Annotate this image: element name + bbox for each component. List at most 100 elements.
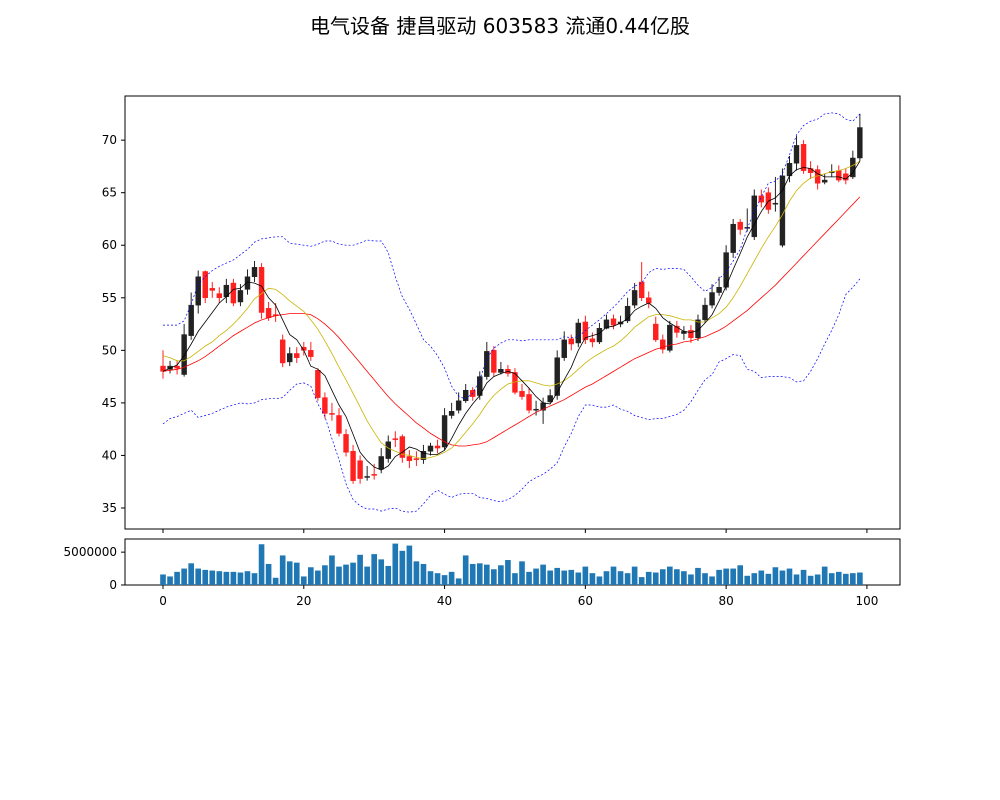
volume-bar [167, 576, 173, 585]
candle-body [371, 474, 377, 476]
candle-body [343, 434, 349, 453]
candle-body [836, 170, 842, 181]
candle-body [547, 395, 553, 403]
volume-bar [420, 563, 427, 585]
volume-x-tick-label: 100 [855, 594, 878, 608]
ma-short-line [162, 160, 861, 471]
volume-bar [371, 554, 377, 585]
volume-x-tick-label: 60 [578, 594, 593, 608]
volume-x-tick-label: 40 [437, 594, 452, 608]
candle-body [265, 308, 272, 319]
volume-bar [300, 576, 307, 585]
price-y-tick-label: 55 [102, 291, 117, 305]
volume-bar [596, 576, 603, 585]
candle-body [674, 325, 680, 333]
volume-bar [392, 543, 399, 585]
price-y-tick-label: 50 [102, 343, 117, 357]
volume-x-axis: 0 20 40 60 80 100 [159, 585, 878, 608]
volume-bar [807, 575, 814, 585]
candle-body [336, 415, 342, 434]
candle-body [174, 365, 180, 369]
candle-body [392, 438, 399, 440]
price-y-tick-label: 45 [102, 396, 117, 410]
candle-body [244, 276, 251, 290]
volume-bar [399, 550, 406, 585]
volume-bar [709, 576, 715, 585]
volume-bar [702, 573, 708, 585]
candle-body [462, 390, 469, 402]
volume-bar [336, 566, 342, 585]
volume-bar [589, 573, 596, 585]
price-y-axis: 35 40 45 50 55 60 65 70 [102, 133, 868, 533]
volume-bar [723, 568, 729, 585]
volume-y-tick-label: 0 [109, 578, 117, 592]
lower-band-line [162, 278, 861, 513]
candle-body [772, 202, 779, 205]
candle-body [610, 318, 617, 326]
volume-bar [308, 567, 314, 585]
volume-bar [786, 568, 793, 585]
volume-bar [462, 555, 469, 585]
volume-bar [603, 571, 610, 585]
candle-body [279, 339, 286, 364]
candle-body [251, 267, 258, 278]
price-y-tick-label: 70 [102, 133, 117, 147]
candle-body [575, 322, 582, 344]
volume-bar [772, 567, 779, 585]
candle-body [568, 338, 574, 345]
volume-bar [385, 565, 392, 585]
volume-bar [483, 564, 490, 585]
candle-body [716, 287, 722, 293]
volume-bar [216, 571, 223, 585]
volume-x-tick-label: 80 [718, 594, 733, 608]
candle-body [519, 391, 525, 397]
candle-body [653, 323, 659, 341]
volume-bar [547, 570, 553, 585]
candle-body [737, 221, 743, 230]
volume-bar [800, 569, 807, 585]
candle-body [554, 357, 560, 396]
candle-body [413, 458, 420, 460]
volume-bar [582, 566, 589, 585]
volume-bar [441, 575, 448, 585]
volume-bar [631, 566, 638, 585]
candle-body [624, 305, 631, 322]
volume-bar [730, 568, 736, 585]
candle-body [498, 369, 504, 373]
volume-bar [681, 571, 687, 585]
candle-body [850, 157, 856, 178]
volume-bar [413, 561, 420, 585]
volume-bar [857, 572, 863, 585]
price-panel: 35 40 45 50 55 60 65 70 [102, 95, 901, 533]
price-y-tick-label: 60 [102, 238, 117, 252]
candle-body [350, 450, 356, 481]
ma-mid-line [162, 160, 861, 460]
volume-bar [512, 573, 518, 585]
candle-body [364, 476, 370, 478]
volume-bar [209, 570, 216, 585]
volume-bar [434, 573, 441, 585]
volume-bar [568, 569, 575, 585]
volume-bar [498, 565, 504, 585]
candle-body [807, 168, 814, 173]
volume-bar [519, 561, 525, 585]
candle-body [329, 413, 335, 415]
price-panel-frame [124, 95, 901, 530]
volume-bar [223, 571, 230, 585]
candle-body [603, 319, 610, 329]
candle-body [202, 271, 208, 299]
volume-y-tick-label: 5000000 [64, 545, 117, 559]
candle-body [385, 441, 391, 459]
volume-bar [793, 574, 800, 585]
volume-bar [237, 572, 244, 585]
volume-bar [652, 572, 659, 585]
volume-bar [814, 574, 821, 585]
candle-body [723, 252, 729, 288]
candle-body [455, 400, 462, 411]
candle-body [561, 339, 567, 358]
volume-bar [554, 567, 561, 585]
volume-bar [378, 559, 385, 585]
volume-bar [695, 567, 701, 585]
volume-bar [315, 570, 321, 585]
